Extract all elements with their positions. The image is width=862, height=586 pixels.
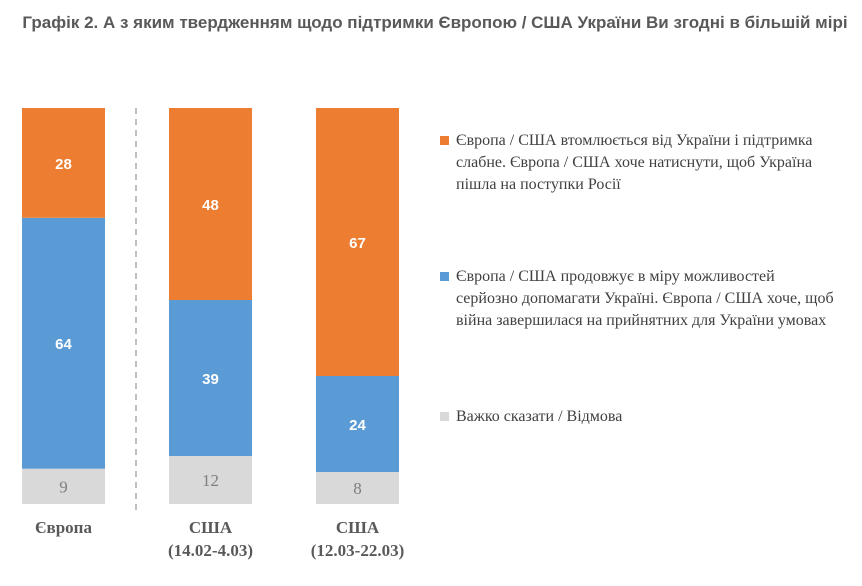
bar-segment xyxy=(22,108,105,218)
bar-segment xyxy=(169,108,252,300)
data-label: 67 xyxy=(349,235,366,252)
data-label: 39 xyxy=(202,371,219,388)
category-label: (12.03-22.03) xyxy=(311,541,404,560)
data-label: 64 xyxy=(55,336,72,353)
data-label: 24 xyxy=(349,417,366,434)
legend-label: Європа / США продовжує в міру можливосте… xyxy=(456,268,834,329)
legend-swatch xyxy=(440,136,449,145)
legend-item-support: Європа / США продовжує в міру можливосте… xyxy=(440,266,840,332)
bar-segment xyxy=(316,108,399,376)
data-label: 12 xyxy=(202,471,219,490)
legend-label: Європа / США втомлюється від України і п… xyxy=(456,132,813,193)
legend-swatch xyxy=(440,412,449,421)
category-label: США xyxy=(336,518,380,537)
bar-segment xyxy=(22,217,105,469)
legend-item-weakening: Європа / США втомлюється від України і п… xyxy=(440,130,840,196)
category-label: США xyxy=(189,518,233,537)
bar-segment xyxy=(22,468,105,504)
legend-swatch xyxy=(440,272,449,281)
bar-segment xyxy=(316,472,399,504)
bar-segment xyxy=(169,300,252,456)
chart-title: Графік 2. А з яким твердженням щодо підт… xyxy=(22,13,848,32)
data-label: 9 xyxy=(59,477,68,496)
data-label: 48 xyxy=(202,197,219,214)
category-label: (14.02-4.03) xyxy=(168,541,253,560)
data-label: 8 xyxy=(353,479,362,498)
category-label: Європа xyxy=(35,518,92,537)
legend-label: Важко сказати / Відмова xyxy=(456,408,623,425)
legend-item-hard-to-say: Важко сказати / Відмова xyxy=(440,406,840,428)
bar-segment xyxy=(169,456,252,504)
bar-segment xyxy=(316,376,399,472)
data-label: 28 xyxy=(55,156,72,173)
